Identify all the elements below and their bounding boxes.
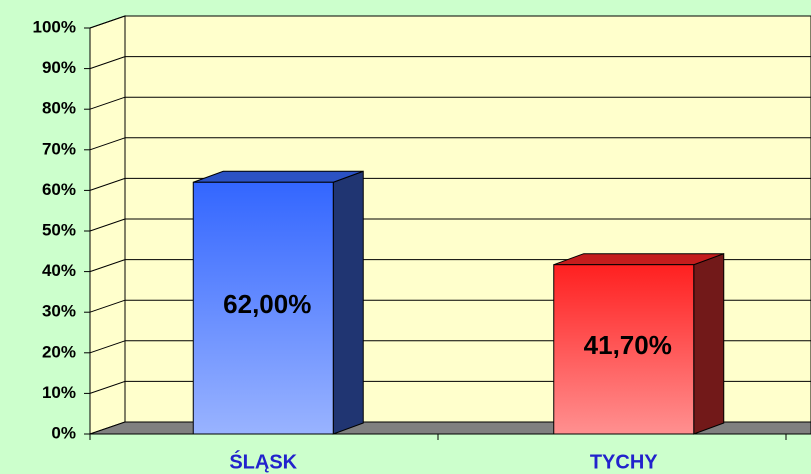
y-tick-label: 50% [42,220,76,239]
grid-line [89,15,126,29]
grid-line [89,96,126,110]
y-tick-label: 70% [42,139,76,158]
grid-line [89,56,126,70]
grid-line [89,137,126,151]
y-tick-label: 80% [42,99,76,118]
grid-line [89,380,126,394]
grid-line [89,299,126,313]
y-tick-label: 60% [42,180,76,199]
bar-side [693,252,725,435]
y-tick-label: 20% [42,342,76,361]
data-label: 62,00% [223,289,311,319]
y-tick-label: 90% [42,58,76,77]
grid-line [89,177,126,191]
grid-line [89,218,126,232]
x-tick-label: TYCHY [590,451,658,473]
bar [192,181,334,435]
bar-top [193,170,364,183]
bar-top [553,253,724,266]
data-label: 41,70% [584,330,672,360]
bar [553,264,695,435]
y-tick-label: 0% [51,423,76,442]
grid-line [89,259,126,273]
bar-side [332,170,364,435]
y-tick-label: 100% [33,17,76,36]
x-tick-label: ŚLĄSK [229,449,297,473]
y-tick-label: 30% [42,302,76,321]
y-tick-label: 40% [42,261,76,280]
grid-line [89,340,126,354]
y-tick-label: 10% [42,383,76,402]
